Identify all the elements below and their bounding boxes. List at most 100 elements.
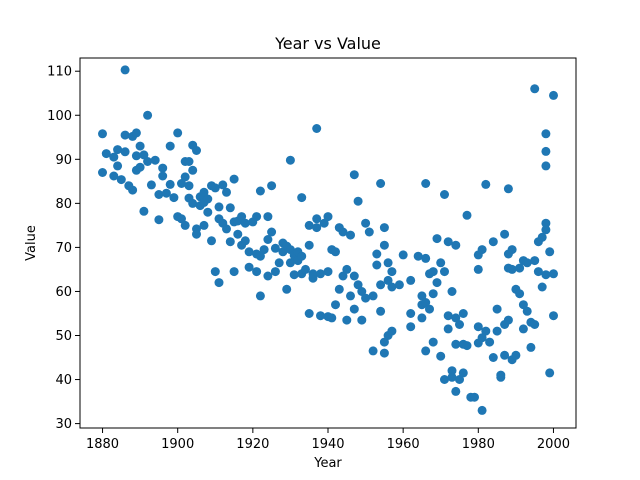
data-point-232	[507, 264, 517, 274]
data-point-235	[511, 350, 521, 360]
y-tick-label: 80	[55, 197, 72, 212]
data-point-249	[533, 267, 543, 277]
data-point-94	[270, 267, 280, 277]
y-tick-label: 100	[47, 109, 72, 124]
data-point-180	[428, 289, 438, 299]
data-point-22	[143, 157, 153, 166]
data-point-147	[368, 346, 378, 356]
data-point-169	[413, 251, 423, 261]
data-point-65	[222, 187, 231, 197]
data-point-6	[113, 161, 123, 171]
data-point-26	[154, 215, 164, 225]
data-point-93	[270, 243, 280, 253]
data-point-257	[541, 270, 551, 280]
x-axis-label: Year	[313, 456, 342, 471]
data-point-254	[541, 161, 551, 171]
data-point-194	[447, 372, 457, 382]
data-point-60	[214, 278, 224, 288]
data-point-213	[477, 333, 487, 343]
data-point-66	[222, 224, 231, 234]
data-point-40	[184, 157, 194, 166]
data-point-62	[214, 202, 224, 212]
data-point-68	[225, 203, 235, 213]
x-tick-label: 1940	[311, 437, 344, 452]
x-tick-label: 1900	[161, 437, 194, 452]
data-point-89	[263, 235, 273, 244]
data-point-241	[522, 258, 532, 268]
data-point-14	[131, 128, 141, 138]
data-point-145	[361, 293, 371, 303]
data-point-153	[376, 306, 386, 316]
data-point-127	[331, 247, 340, 257]
data-point-1	[98, 168, 107, 177]
data-point-231	[507, 245, 517, 255]
data-point-8	[120, 65, 130, 75]
data-point-29	[161, 188, 171, 198]
data-point-163	[387, 326, 397, 336]
data-point-217	[485, 337, 495, 347]
y-tick-label: 40	[55, 373, 72, 388]
data-point-107	[297, 193, 307, 203]
data-point-150	[372, 260, 382, 270]
data-point-113	[304, 309, 314, 318]
data-point-210	[473, 322, 483, 332]
data-point-140	[353, 196, 363, 206]
data-point-218	[488, 237, 498, 247]
data-point-259	[545, 368, 555, 378]
data-point-28	[158, 171, 168, 181]
data-point-182	[432, 234, 442, 244]
data-point-191	[443, 324, 453, 334]
data-point-57	[207, 236, 216, 246]
data-point-173	[421, 179, 431, 188]
data-point-132	[338, 271, 348, 281]
data-point-221	[492, 326, 502, 336]
data-point-20	[139, 206, 149, 216]
data-point-215	[481, 179, 491, 189]
data-point-76	[240, 236, 250, 246]
data-point-121	[319, 218, 329, 228]
data-point-179	[428, 267, 438, 277]
data-point-74	[237, 212, 247, 222]
data-point-141	[353, 280, 363, 290]
data-point-193	[447, 366, 457, 376]
data-point-100	[285, 155, 295, 165]
data-point-219	[488, 353, 498, 362]
data-point-18	[135, 162, 145, 172]
data-point-139	[349, 304, 359, 314]
data-point-95	[274, 258, 284, 268]
data-point-196	[451, 313, 461, 323]
data-point-164	[394, 280, 404, 290]
data-point-189	[443, 237, 453, 247]
data-point-230	[503, 315, 513, 325]
data-point-242	[522, 306, 532, 316]
data-point-186	[440, 190, 449, 199]
data-point-130	[334, 284, 344, 294]
data-point-253	[541, 146, 551, 156]
data-point-224	[500, 229, 510, 239]
data-point-199	[455, 320, 464, 329]
data-point-175	[421, 298, 431, 307]
data-point-78	[244, 262, 254, 272]
data-point-152	[376, 280, 386, 290]
data-point-120	[316, 269, 325, 279]
data-point-162	[387, 282, 397, 292]
data-point-157	[379, 348, 389, 358]
data-point-135	[346, 230, 355, 240]
data-point-148	[368, 291, 378, 301]
data-point-128	[331, 300, 340, 310]
data-point-195	[451, 240, 461, 250]
data-point-149	[372, 249, 382, 259]
data-point-13	[128, 185, 138, 195]
data-point-201	[458, 309, 468, 318]
data-point-99	[282, 284, 292, 294]
data-point-243	[526, 342, 536, 352]
y-axis: 30 40 50 60 70 80 90 100 110	[47, 65, 80, 432]
data-point-44	[188, 165, 198, 175]
data-point-104	[289, 270, 299, 280]
data-point-31	[165, 179, 175, 189]
data-point-255	[541, 218, 551, 228]
data-point-59	[210, 183, 220, 193]
data-point-170	[417, 291, 427, 301]
data-point-32	[169, 193, 179, 203]
data-point-174	[421, 253, 431, 263]
